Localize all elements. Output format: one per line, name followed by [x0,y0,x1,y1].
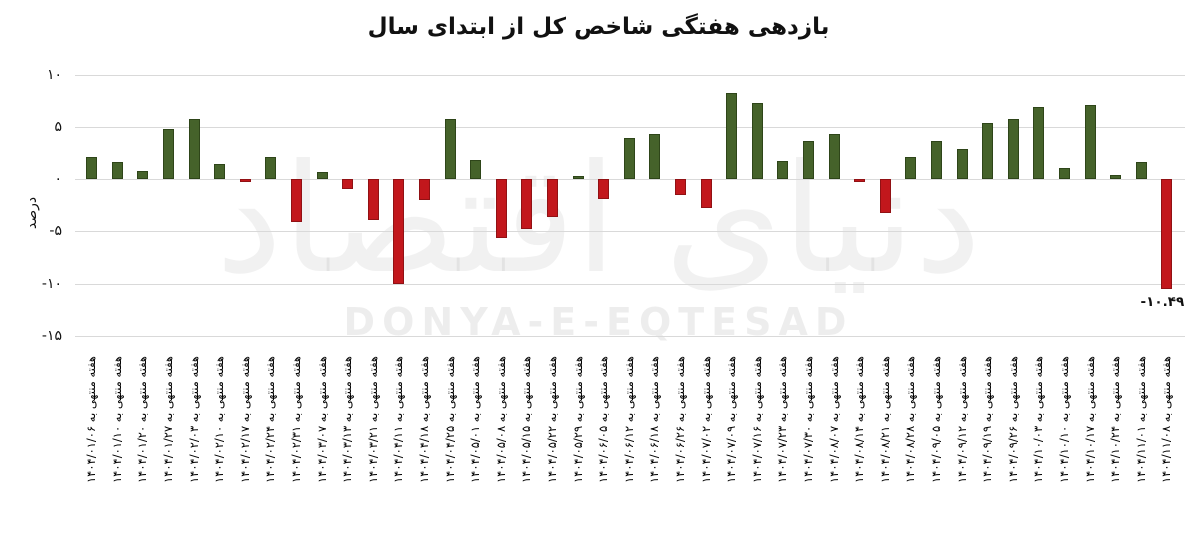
y-tick-label: -۵ [49,223,62,240]
bar-week-29 [802,141,814,179]
bar-week-1 [86,157,98,179]
bar-week-24 [674,179,686,195]
bar-week-21 [598,179,610,199]
bar-week-36 [982,122,994,179]
chart-title: بازدهی هفتگی شاخص کل از ابتدای سال [367,14,830,40]
bar-week-12 [367,179,379,220]
bar-week-31 [854,179,866,183]
bar-week-10 [316,171,328,179]
bar-week-3 [137,170,149,179]
bar-week-11 [342,179,354,190]
bar-week-9 [291,179,303,222]
bar-week-32 [879,179,891,214]
bar-week-15 [444,119,456,179]
bar-week-41 [1110,174,1122,179]
bar-week-22 [623,138,635,179]
bar-week-34 [930,141,942,179]
y-tick-label: -۱۰ [41,275,62,292]
bar-week-7 [239,179,251,183]
bar-week-40 [1084,104,1096,179]
bar-week-30 [828,134,840,179]
bar-week-25 [700,179,712,209]
bar-week-2 [111,162,123,179]
y-tick-label: ۵ [54,118,62,135]
gridline [75,179,1185,180]
y-tick-label: -۱۵ [41,327,62,344]
bar-week-26 [726,93,738,179]
gridline [75,74,1185,76]
bar-week-42 [1135,162,1147,179]
gridline [75,231,1185,233]
bar-week-35 [956,148,968,179]
y-tick-label: ۰ [54,171,62,187]
min-value-label: -۱۰.۴۹ [1140,293,1185,310]
bar-week-19 [547,179,558,217]
gridline [75,283,1185,285]
bar-week-39 [1058,167,1070,179]
bar-week-4 [163,128,175,179]
bar-week-28 [777,161,789,179]
bar-week-20 [572,175,584,179]
bar-week-16 [470,160,482,179]
bar-week-37 [1007,119,1019,179]
bar-week-14 [419,179,431,200]
bar-week-13 [393,179,405,284]
bar-week-18 [521,179,533,230]
bar-week-38 [1033,106,1045,179]
bar-week-43 [1161,179,1173,289]
bar-week-5 [188,119,200,179]
bar-week-17 [495,179,507,238]
bar-week-27 [751,102,763,179]
watermark-latin-text: DONYA-E-EQTESAD [343,300,854,344]
y-tick-label: ۱۰ [46,66,62,83]
bar-week-8 [265,157,277,179]
gridline [75,126,1185,128]
gridline [75,335,1185,337]
bar-week-33 [905,157,917,179]
bar-week-23 [649,134,661,179]
bar-week-6 [214,164,226,179]
